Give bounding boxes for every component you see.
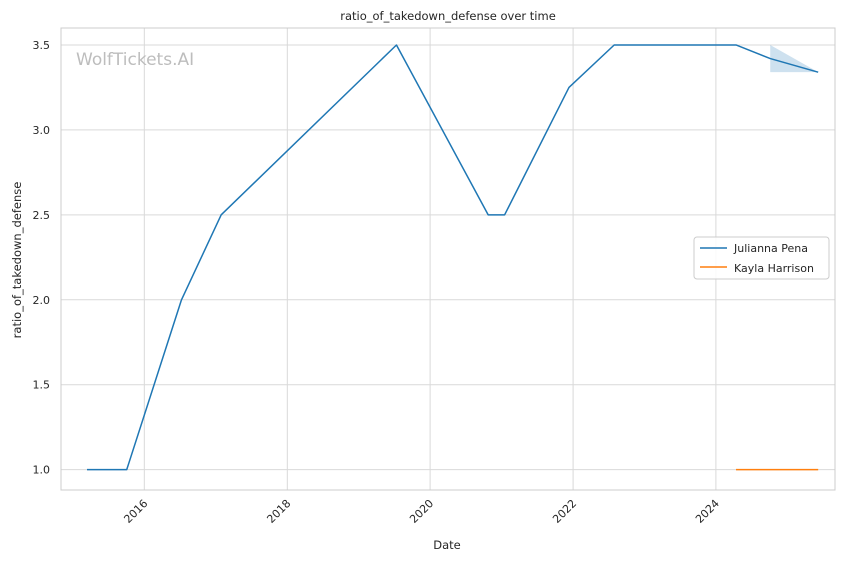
y-tick-label: 3.0 [33,124,51,137]
confidence-bands [770,44,819,73]
y-tick-label: 1.0 [33,464,51,477]
legend-label-julianna-pena: Julianna Pena [733,242,808,255]
y-tick-label: 1.5 [33,379,51,392]
x-axis-title: Date [433,538,461,552]
legend: Julianna Pena Kayla Harrison [693,236,830,280]
legend-box [693,236,830,280]
watermark-text: WolfTickets.AI [76,50,194,70]
legend-label-kayla-harrison: Kayla Harrison [734,262,814,275]
y-tick-label: 2.5 [33,209,51,222]
band-julianna-pena [770,44,819,73]
y-tick-label: 3.5 [33,39,51,52]
y-axis-ticks: 1.0 1.5 2.0 2.5 3.0 3.5 [33,39,51,477]
y-axis-title: ratio_of_takedown_defense [10,182,24,339]
series-lines [87,44,819,471]
y-tick-label: 2.0 [33,294,51,307]
series-line-julianna-pena [87,44,819,471]
plot-area-frame [60,27,836,491]
chart-title: ratio_of_takedown_defense over time [340,9,556,23]
